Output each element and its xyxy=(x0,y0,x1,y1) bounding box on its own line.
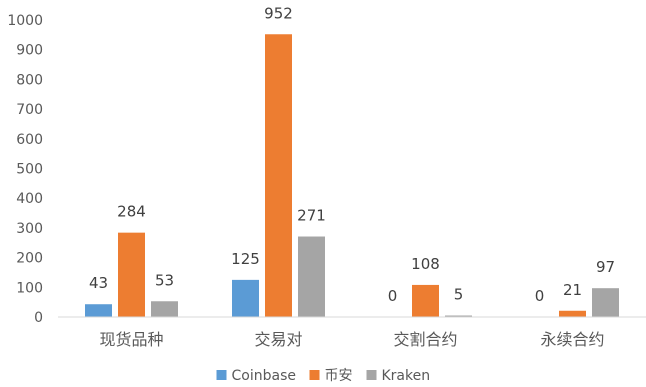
y-tick-label: 600 xyxy=(16,132,43,148)
y-tick-label: 0 xyxy=(34,310,43,326)
bar-kraken xyxy=(151,301,178,317)
data-label-binance: 284 xyxy=(117,203,146,221)
bar-binance xyxy=(412,284,439,317)
data-label-coinbase: 43 xyxy=(89,274,108,292)
bar-kraken xyxy=(298,236,325,317)
legend-label-coinbase: Coinbase xyxy=(232,368,296,384)
legend-label-binance: 币安 xyxy=(325,368,353,384)
data-label-coinbase: 0 xyxy=(535,287,545,305)
bar-coinbase xyxy=(85,304,112,317)
bar-coinbase xyxy=(232,279,259,317)
data-label-binance: 21 xyxy=(563,281,582,299)
data-label-kraken: 97 xyxy=(596,258,615,276)
y-tick-label: 800 xyxy=(16,72,43,88)
data-label-kraken: 271 xyxy=(297,207,326,225)
data-labels-group: 43 284 53 125 952 271 0 108 5 0 21 97 xyxy=(89,4,615,305)
y-tick-label: 700 xyxy=(16,102,43,118)
x-category-label: 交割合约 xyxy=(393,330,457,349)
y-tick-label: 500 xyxy=(16,162,43,178)
bar-kraken xyxy=(592,288,619,317)
y-tick-label: 1000 xyxy=(7,13,43,29)
y-tick-label: 900 xyxy=(16,43,43,59)
data-label-binance: 952 xyxy=(264,4,293,22)
y-tick-label: 400 xyxy=(16,191,43,207)
y-tick-label: 300 xyxy=(16,221,43,237)
x-axis: 现货品种 交易对 交割合约 永续合约 xyxy=(99,330,604,349)
x-category-label: 交易对 xyxy=(254,330,302,349)
y-axis: 0 100 200 300 400 500 600 700 800 900 1000 xyxy=(7,13,43,326)
legend-label-kraken: Kraken xyxy=(382,368,431,384)
bar-kraken xyxy=(445,315,472,317)
bar-binance xyxy=(118,232,145,317)
y-tick-label: 100 xyxy=(16,280,43,296)
bar-series-group xyxy=(85,34,619,317)
legend: Coinbase 币安 Kraken xyxy=(216,368,431,384)
x-category-label: 现货品种 xyxy=(99,330,163,349)
y-tick-label: 200 xyxy=(16,251,43,267)
bar-binance xyxy=(265,34,292,317)
legend-swatch-coinbase xyxy=(216,370,227,380)
data-label-coinbase: 0 xyxy=(388,287,398,305)
legend-swatch-kraken xyxy=(366,370,377,380)
data-label-coinbase: 125 xyxy=(231,250,260,268)
data-label-kraken: 53 xyxy=(155,271,174,289)
data-label-kraken: 5 xyxy=(454,286,464,304)
x-category-label: 永续合约 xyxy=(540,330,604,349)
bar-binance xyxy=(559,310,586,317)
legend-swatch-binance xyxy=(309,370,320,380)
data-label-binance: 108 xyxy=(411,255,440,273)
